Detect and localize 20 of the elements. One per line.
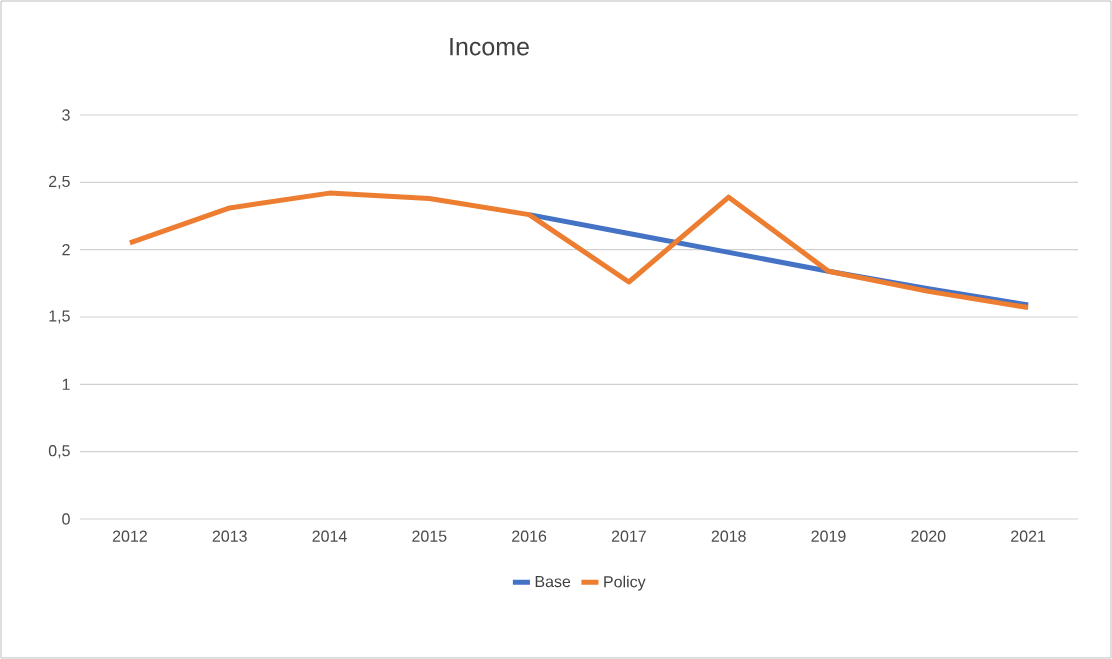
x-tick-label: 2018 <box>711 530 746 542</box>
y-tick-label: 3 <box>62 109 70 121</box>
y-tick-label: 0,5 <box>48 445 70 459</box>
x-tick-label: 2019 <box>811 530 846 542</box>
x-tick-label: 2021 <box>1011 530 1046 542</box>
y-tick-label: 0 <box>62 513 70 525</box>
y-tick-label: 1 <box>62 378 70 390</box>
x-tick-label: 2016 <box>512 530 547 542</box>
x-tick-label: 2020 <box>911 530 946 542</box>
chart-title: Income <box>450 38 529 56</box>
x-tick-label: 2017 <box>611 530 646 542</box>
x-tick-label: 2015 <box>412 530 447 542</box>
x-tick-label: 2014 <box>312 530 347 542</box>
x-tick-label: 2013 <box>212 530 247 542</box>
y-tick-label: 2 <box>62 244 70 256</box>
y-tick-label: 1,5 <box>49 310 70 324</box>
x-tick-label: 2012 <box>112 530 147 542</box>
y-tick-label: 2,5 <box>49 175 70 189</box>
legend-label: Policy <box>604 575 646 591</box>
legend-label: Base <box>535 576 571 588</box>
